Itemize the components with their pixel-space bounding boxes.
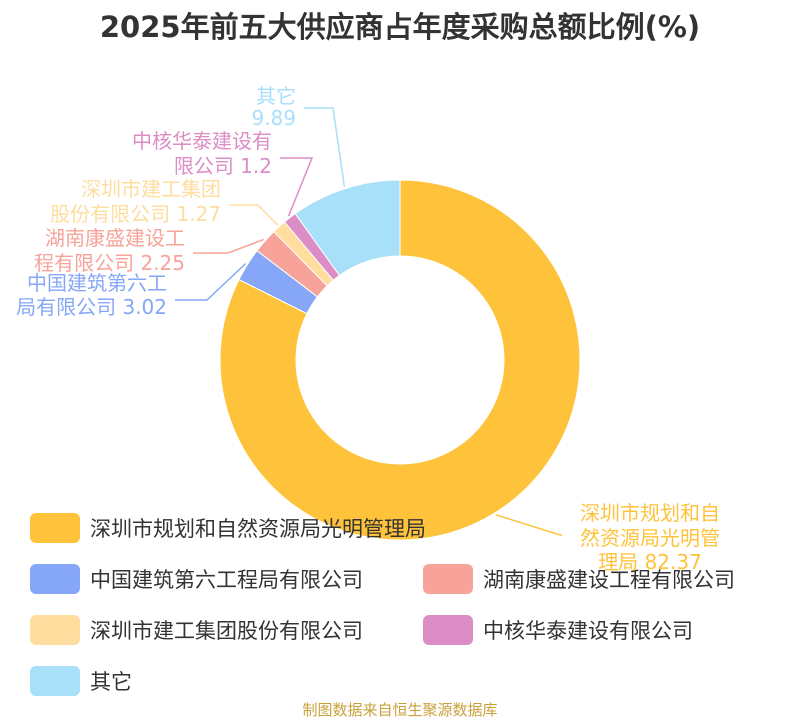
source-footnote: 制图数据来自恒生聚源数据库 <box>302 701 498 719</box>
donut-slices <box>219 179 581 541</box>
leader-line <box>495 514 562 536</box>
slice-label: 其它 9.89 <box>251 84 296 130</box>
leader-line <box>304 107 346 187</box>
legend-item[interactable]: 其它 <box>30 663 132 699</box>
slice-label: 中核华泰建设有限公司 1.2 <box>132 129 272 178</box>
donut-slice[interactable] <box>219 179 581 541</box>
legend-label: 中国建筑第六工程局有限公司 <box>90 568 363 592</box>
legend-label: 深圳市建工集团股份有限公司 <box>90 619 363 643</box>
legend-item[interactable]: 中国建筑第六工程局有限公司 <box>30 561 363 597</box>
legend: 深圳市规划和自然资源局光明管理局 中国建筑第六工程局有限公司 湖南康盛建设工程有… <box>30 510 790 700</box>
chart-title: 2025年前五大供应商占年度采购总额比例(%) <box>99 10 701 44</box>
legend-item[interactable]: 深圳市规划和自然资源局光明管理局 <box>30 510 426 546</box>
legend-label: 深圳市规划和自然资源局光明管理局 <box>90 517 426 541</box>
slice-labels: 深圳市规划和自然资源局光明管理局 82.37 中国建筑第六工局有限公司 3.02湖… <box>16 84 720 574</box>
legend-label: 湖南康盛建设工程有限公司 <box>483 568 735 592</box>
legend-item[interactable]: 湖南康盛建设工程有限公司 <box>423 561 735 597</box>
leader-line <box>175 263 247 301</box>
slice-label: 中国建筑第六工局有限公司 3.02 <box>16 271 167 319</box>
slice-label: 深圳市规划和自然资源局光明管理局 82.37 <box>580 501 720 574</box>
legend-item[interactable]: 中核华泰建设有限公司 <box>423 612 693 648</box>
legend-swatch <box>423 564 473 594</box>
slice-label: 湖南康盛建设工程有限公司 2.25 <box>34 226 185 275</box>
leader-line <box>193 238 264 254</box>
legend-swatch <box>30 513 80 543</box>
leader-line <box>280 157 314 217</box>
legend-swatch <box>30 615 80 645</box>
leader-line <box>229 204 279 226</box>
legend-item[interactable]: 深圳市建工集团股份有限公司 <box>30 612 363 648</box>
leader-lines <box>175 107 562 536</box>
legend-label: 中核华泰建设有限公司 <box>483 619 693 643</box>
legend-swatch <box>423 615 473 645</box>
slice-label: 深圳市建工集团股份有限公司 1.27 <box>50 177 221 226</box>
donut-slice[interactable] <box>294 179 401 277</box>
legend-label: 其它 <box>90 670 132 694</box>
legend-swatch <box>30 564 80 594</box>
legend-swatch <box>30 666 80 696</box>
